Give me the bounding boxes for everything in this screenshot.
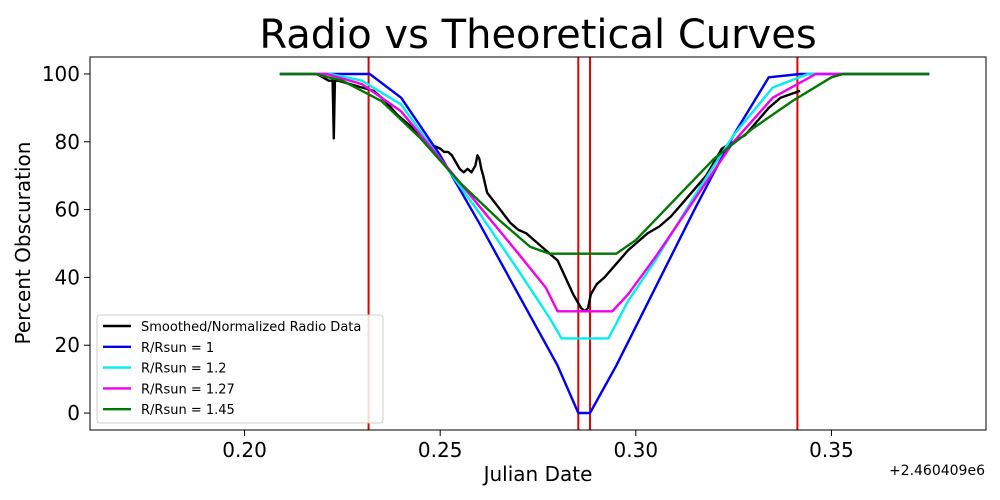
x-tick-label: 0.20	[222, 438, 267, 462]
series-line-1	[316, 72, 801, 313]
y-tick-label: 60	[55, 198, 80, 222]
y-tick-label: 80	[55, 130, 80, 154]
x-tick-label: 0.30	[614, 438, 659, 462]
x-axis-offset-label: +2.460409e6	[889, 463, 985, 479]
axis-ticks: 0.20 0.25 0.30 0.35 0 20 40 60 80 100	[42, 62, 854, 462]
y-tick-label: 20	[55, 333, 80, 357]
x-axis-label: Julian Date	[482, 462, 593, 486]
legend-label-3: R/Rsun = 1.2	[141, 362, 227, 377]
y-axis-label: Percent Obscuration	[11, 142, 35, 345]
plot-area	[279, 57, 930, 430]
series-line-2	[279, 72, 930, 415]
legend-label-4: R/Rsun = 1.27	[141, 382, 235, 397]
legend: Smoothed/Normalized Radio Data R/Rsun = 1…	[96, 314, 384, 424]
chart-title: Radio vs Theoretical Curves	[259, 12, 816, 58]
x-tick-label: 0.35	[809, 438, 854, 462]
legend-label-2: R/Rsun = 1	[141, 341, 214, 356]
legend-label-1: Smoothed/Normalized Radio Data	[141, 320, 361, 335]
legend-label-5: R/Rsun = 1.45	[141, 403, 235, 418]
x-tick-label: 0.25	[418, 438, 463, 462]
y-tick-label: 40	[55, 265, 80, 289]
series-line-5	[279, 72, 930, 255]
legend-box	[96, 314, 384, 424]
y-tick-label: 0	[67, 401, 80, 425]
plot-frame	[89, 56, 987, 431]
series-line-3	[279, 72, 930, 340]
y-tick-label: 100	[42, 62, 80, 86]
series-line-4	[279, 72, 930, 313]
